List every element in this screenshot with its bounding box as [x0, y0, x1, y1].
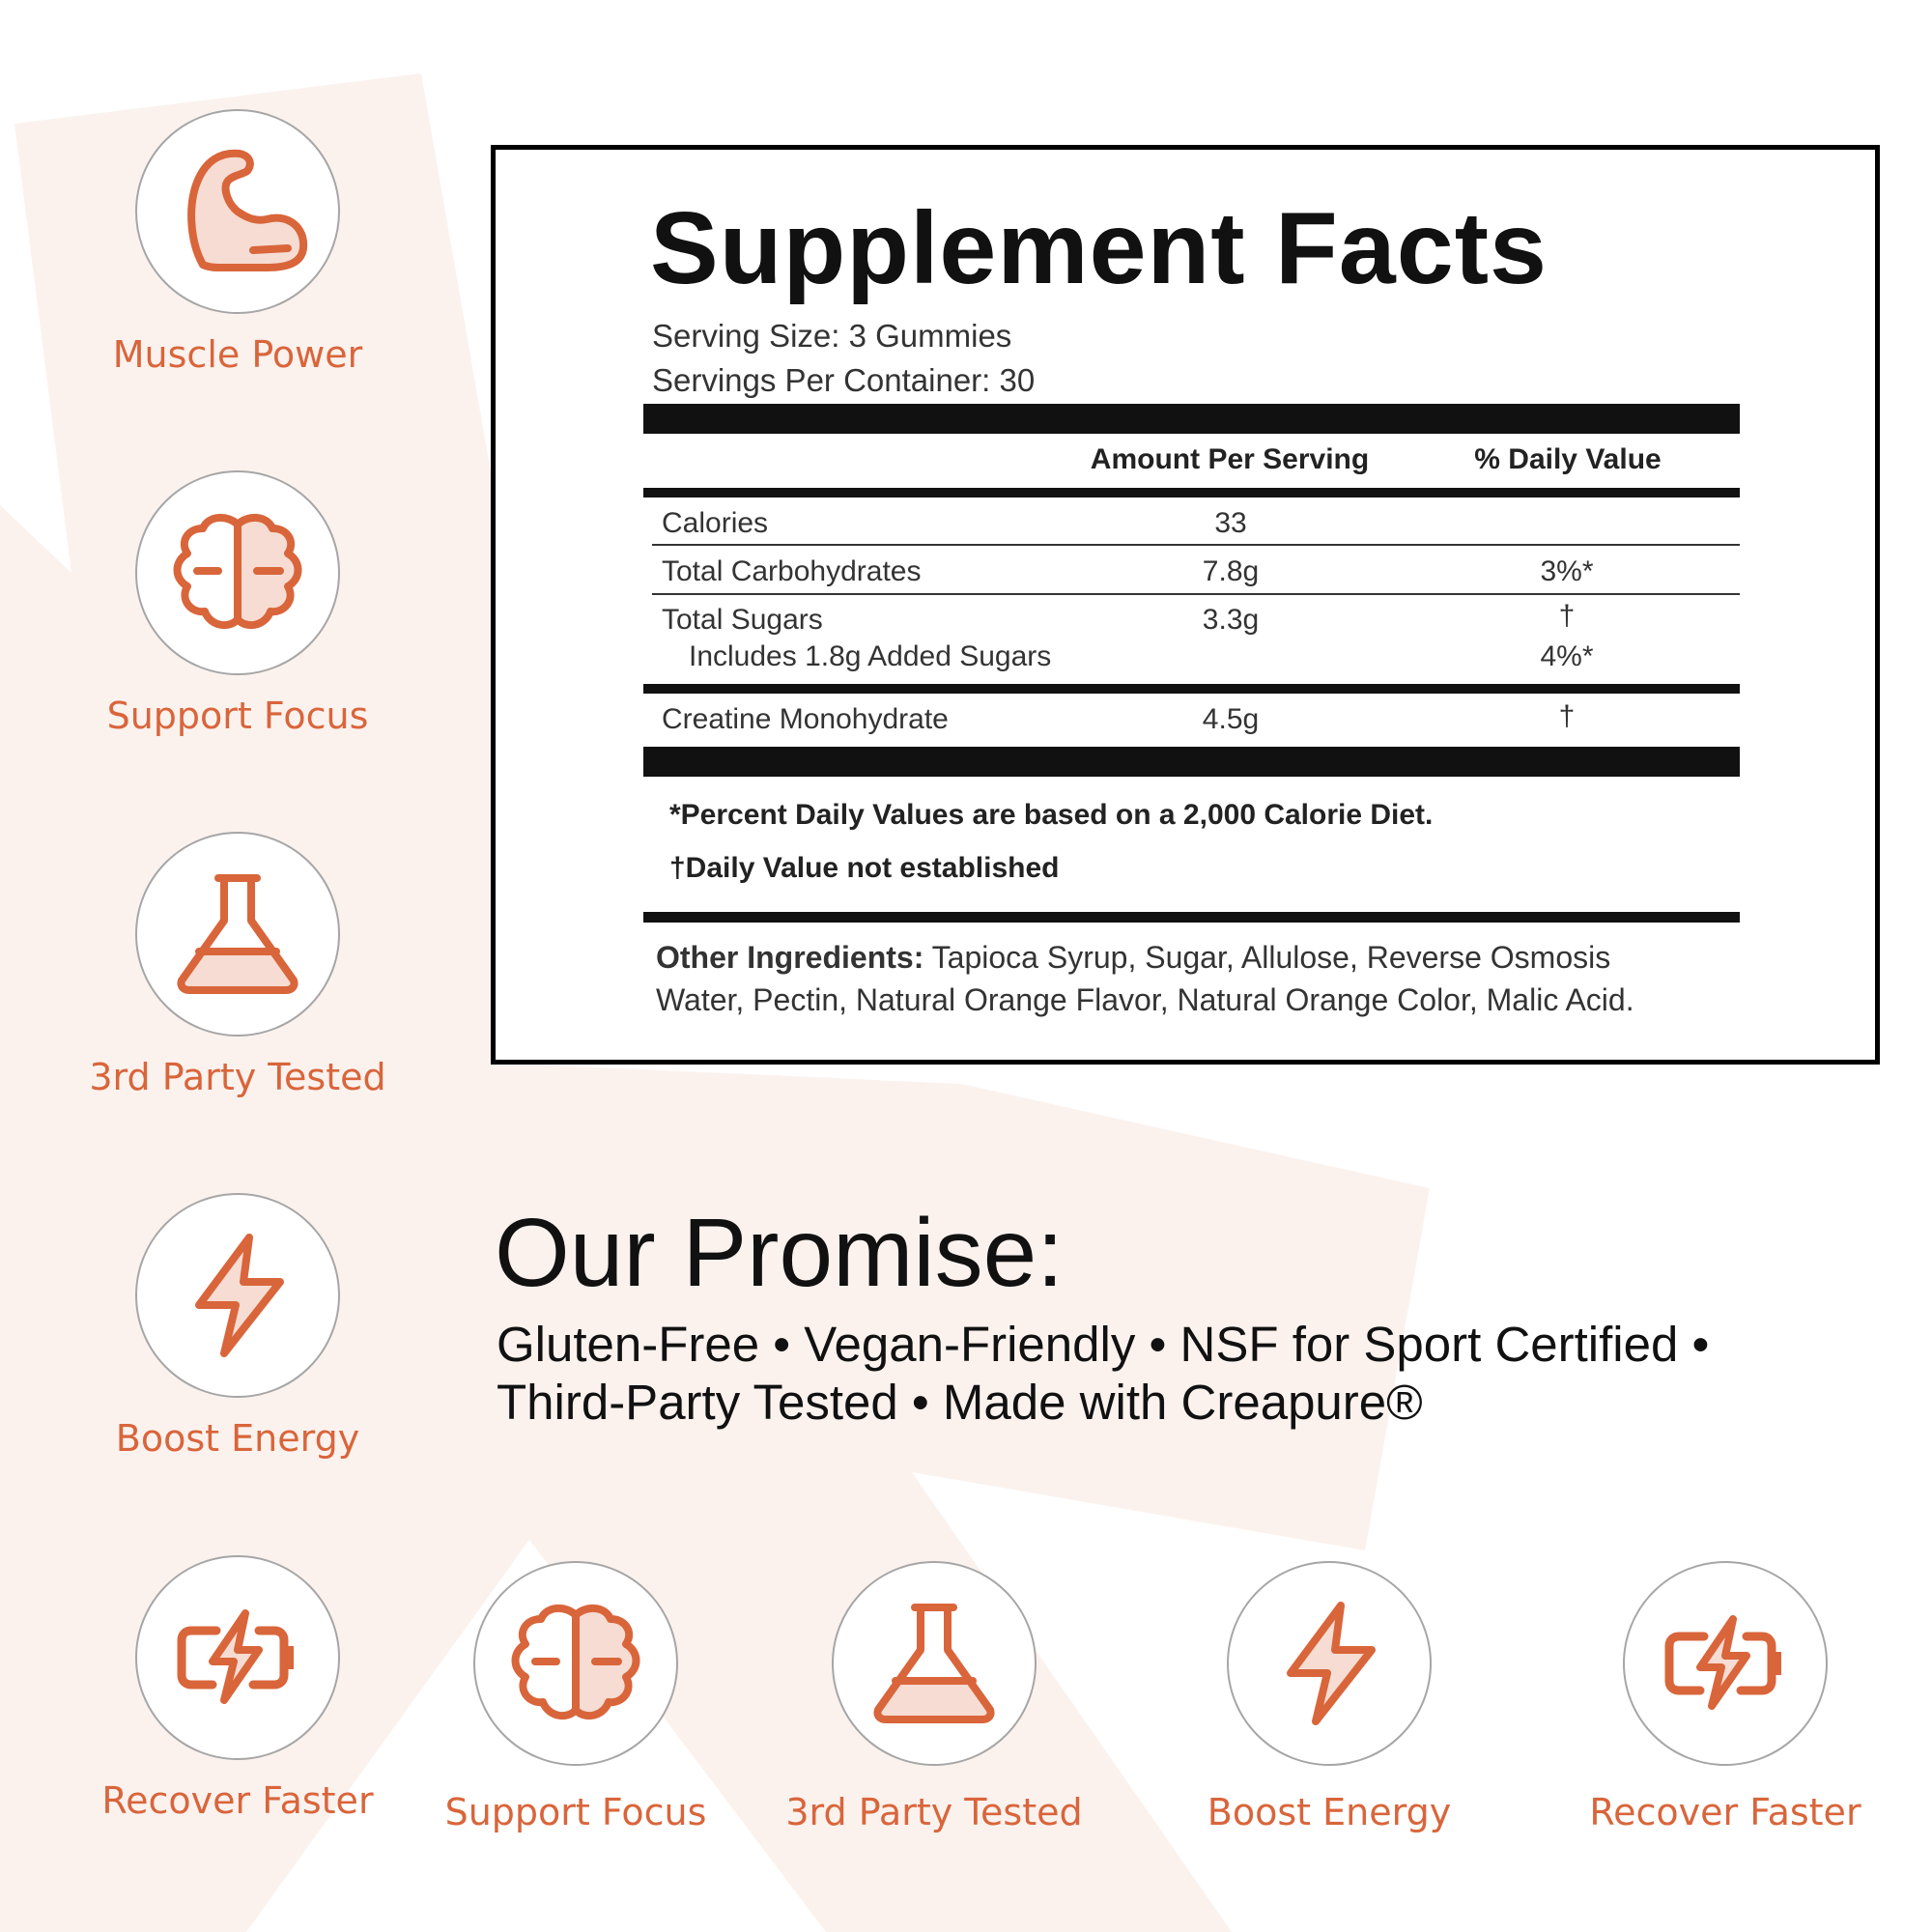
lightning-bolt-icon	[160, 1218, 315, 1373]
divider-bar	[643, 684, 1740, 694]
row-amount: 33	[1214, 507, 1247, 539]
flexed-arm-icon	[160, 134, 315, 289]
badge-label: Boost Energy	[115, 1417, 360, 1460]
promise-text: Gluten-Free • Vegan-Friendly • NSF for S…	[497, 1316, 1849, 1432]
divider-line	[652, 593, 1740, 595]
facts-title: Supplement Facts	[650, 191, 1548, 305]
row-name: Total Sugars	[662, 604, 823, 636]
footnote-daily-values: *Percent Daily Values are based on a 2,0…	[669, 799, 1434, 831]
other-ingredients-line1: Tapioca Syrup, Sugar, Allulose, Reverse …	[923, 940, 1611, 975]
lightning-bolt-icon	[1252, 1586, 1406, 1741]
badge-circle	[1623, 1561, 1828, 1766]
divider-bar	[643, 404, 1740, 434]
row-name: Includes 1.8g Added Sugars	[689, 640, 1052, 672]
header-daily-value: % Daily Value	[1474, 443, 1662, 475]
divider-bar	[643, 912, 1740, 923]
row-amount: 4.5g	[1202, 703, 1260, 735]
battery-charging-icon	[1648, 1586, 1803, 1741]
badge-label: 3rd Party Tested	[89, 1056, 386, 1098]
badge-label: Recover Faster	[101, 1779, 374, 1822]
row-name: Calories	[662, 507, 769, 539]
row-dv: †	[1558, 700, 1576, 732]
badge-circle	[135, 470, 340, 675]
supplement-facts-panel: Supplement Facts Serving Size: 3 Gummies…	[491, 145, 1880, 1065]
other-ingredients-label: Other Ingredients:	[656, 940, 924, 975]
row-name: Total Carbohydrates	[662, 555, 922, 587]
row-name: Creatine Monohydrate	[662, 703, 949, 735]
promise-line-2: Third-Party Tested • Made with Creapure®	[497, 1375, 1423, 1430]
row-amount: 3.3g	[1202, 604, 1260, 636]
promise-title: Our Promise:	[495, 1199, 1065, 1307]
badge-circle	[1227, 1561, 1432, 1766]
flask-icon	[857, 1586, 1011, 1741]
divider-line	[652, 544, 1740, 546]
row-dv: 4%*	[1540, 640, 1594, 672]
brain-icon	[160, 496, 315, 650]
row-amount: 7.8g	[1202, 555, 1260, 587]
badge-circle	[135, 1555, 340, 1760]
badge-circle	[135, 1193, 340, 1398]
header-amount: Amount Per Serving	[1090, 443, 1370, 475]
badge-label: Support Focus	[106, 695, 369, 737]
badge-label: Boost Energy	[1207, 1791, 1452, 1833]
servings-per-container: Servings Per Container: 30	[652, 362, 1036, 398]
badge-circle	[135, 832, 340, 1037]
badge-circle	[473, 1561, 678, 1766]
badge-label: Recover Faster	[1589, 1791, 1861, 1833]
divider-bar	[643, 747, 1740, 777]
badge-circle	[832, 1561, 1037, 1766]
row-dv: 3%*	[1540, 555, 1594, 587]
badge-label: Support Focus	[444, 1791, 707, 1833]
other-ingredients: Other Ingredients: Tapioca Syrup, Sugar,…	[656, 940, 1610, 976]
divider-bar	[643, 488, 1740, 497]
brain-icon	[498, 1586, 653, 1741]
other-ingredients-line2: Water, Pectin, Natural Orange Flavor, Na…	[656, 982, 1634, 1017]
promise-line-1: Gluten-Free • Vegan-Friendly • NSF for S…	[497, 1317, 1710, 1372]
row-dv: †	[1558, 600, 1576, 632]
badge-label: 3rd Party Tested	[785, 1791, 1083, 1833]
badge-circle	[135, 109, 340, 314]
serving-size: Serving Size: 3 Gummies	[652, 318, 1012, 354]
flask-icon	[160, 857, 315, 1011]
badge-label: Muscle Power	[112, 333, 363, 376]
battery-charging-icon	[160, 1580, 315, 1735]
footnote-not-established: †Daily Value not established	[669, 852, 1060, 884]
